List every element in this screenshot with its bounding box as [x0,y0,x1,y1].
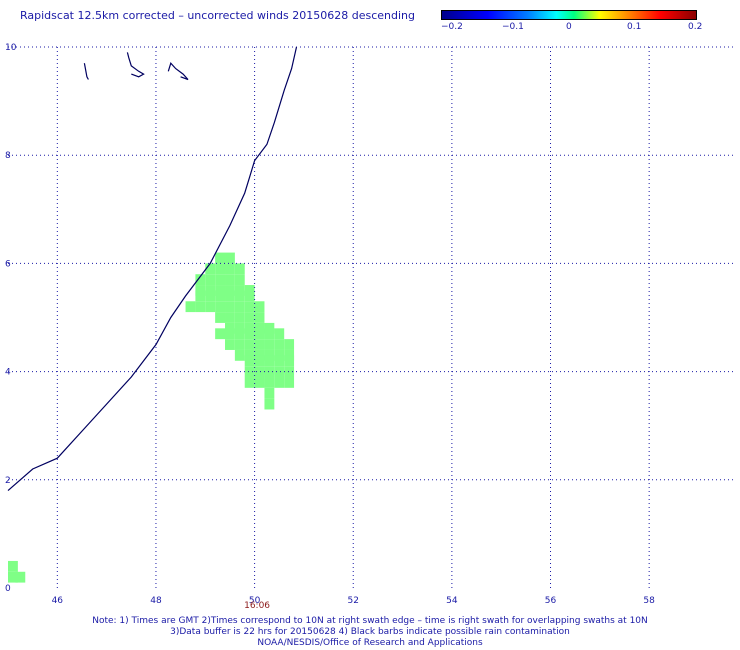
wind-difference-cell [225,252,235,264]
wind-difference-cell [264,328,275,340]
wind-difference-cell [205,290,216,302]
map-title: Rapidscat 12.5km corrected – uncorrected… [20,9,416,22]
wind-difference-cell [274,355,285,367]
wind-difference-cell [234,290,245,302]
wind-difference-cell [225,339,235,350]
longitude-tick-label: 48 [150,596,162,606]
wind-difference-cell [234,301,245,313]
footnote-line-1: Note: 1) Times are GMT 2)Times correspon… [92,616,648,626]
wind-difference-cell [215,290,226,302]
colorbar-tick-label: −0.2 [441,22,463,32]
footnote-line-3: NOAA/NESDIS/Office of Research and Appli… [257,638,483,648]
colorbar-tick-label: 0.1 [627,22,642,32]
wind-difference-cell [234,312,245,323]
wind-difference-cell [264,387,275,399]
wind-difference-cell [284,366,295,378]
wind-difference-cell [234,263,245,275]
latitude-tick-label: 6 [5,259,11,269]
wind-difference-cell [244,377,255,388]
wind-difference-cell [195,274,206,286]
longitude-tick-label: 58 [643,596,655,606]
wind-difference-cell [195,301,206,313]
wind-difference-cell [8,571,18,583]
wind-difference-cell [254,377,265,388]
island-outline [126,52,145,78]
wind-difference-cell [254,328,265,340]
wind-difference-cell [205,274,216,286]
wind-difference-cell [254,339,265,350]
wind-difference-cell [264,339,275,350]
wind-difference-cell [264,377,275,388]
colorbar-tick-label: 0.2 [688,22,703,32]
island-outline [83,63,89,80]
wind-difference-cell [15,571,26,583]
wind-difference-cell [234,349,245,361]
wind-difference-cell [185,301,196,313]
latitude-tick-label: 4 [5,368,11,378]
wind-difference-cell [284,339,295,350]
longitude-tick-label: 54 [446,596,458,606]
wind-difference-cell [215,252,226,264]
wind-difference-cell [274,339,285,350]
longitude-tick-label: 56 [545,596,557,606]
colorbar-tick-label: 0 [566,22,572,32]
wind-difference-cell [244,328,255,340]
wind-difference-cell [254,355,265,367]
wind-difference-cell [215,312,226,323]
wind-difference-cell [284,355,295,367]
latitude-tick-label: 8 [5,151,11,161]
latitude-tick-label: 2 [5,476,11,486]
latitude-tick-label: 10 [5,43,17,53]
wind-difference-cell [264,366,275,378]
wind-difference-cell [234,274,245,286]
coastline [7,46,298,492]
wind-difference-cell [225,328,235,340]
wind-difference-cell [274,366,285,378]
wind-difference-cell [274,377,285,388]
wind-difference-cell [254,301,265,313]
longitude-tick-label: 46 [52,596,64,606]
wind-difference-cell [264,398,275,410]
footnote-line-2: 3)Data buffer is 22 hrs for 20150628 4) … [170,627,570,637]
wind-difference-cell [234,339,245,350]
colorbar [441,10,697,20]
wind-difference-cell [244,355,255,367]
wind-difference-cell [244,366,255,378]
wind-difference-cell [244,301,255,313]
wind-difference-cell [215,301,226,313]
wind-difference-cell [254,366,265,378]
wind-difference-cell [195,290,206,302]
swath-time-label: 16:06 [244,601,270,611]
colorbar-tick-label: −0.1 [502,22,524,32]
wind-difference-cell [274,328,285,340]
wind-difference-cell [205,301,216,313]
wind-difference-cell [264,355,275,367]
wind-difference-cell [284,377,295,388]
wind-difference-cell [254,312,265,323]
wind-difference-cell [8,560,18,572]
wind-difference-cell [225,312,235,323]
wind-difference-cell [225,301,235,313]
wind-difference-cell [225,290,235,302]
wind-difference-cell [215,328,226,340]
island-outline [167,62,189,81]
wind-difference-cell [225,263,235,275]
wind-difference-cell [244,290,255,302]
latitude-tick-label: 0 [5,584,11,594]
wind-difference-cell [215,274,226,286]
longitude-tick-label: 50 [249,596,261,606]
longitude-tick-label: 52 [348,596,359,606]
wind-difference-cell [244,339,255,350]
wind-difference-cell [215,263,226,275]
wind-difference-cell [205,263,216,275]
wind-difference-cell [234,328,245,340]
wind-difference-cell [225,274,235,286]
wind-difference-cell [244,312,255,323]
